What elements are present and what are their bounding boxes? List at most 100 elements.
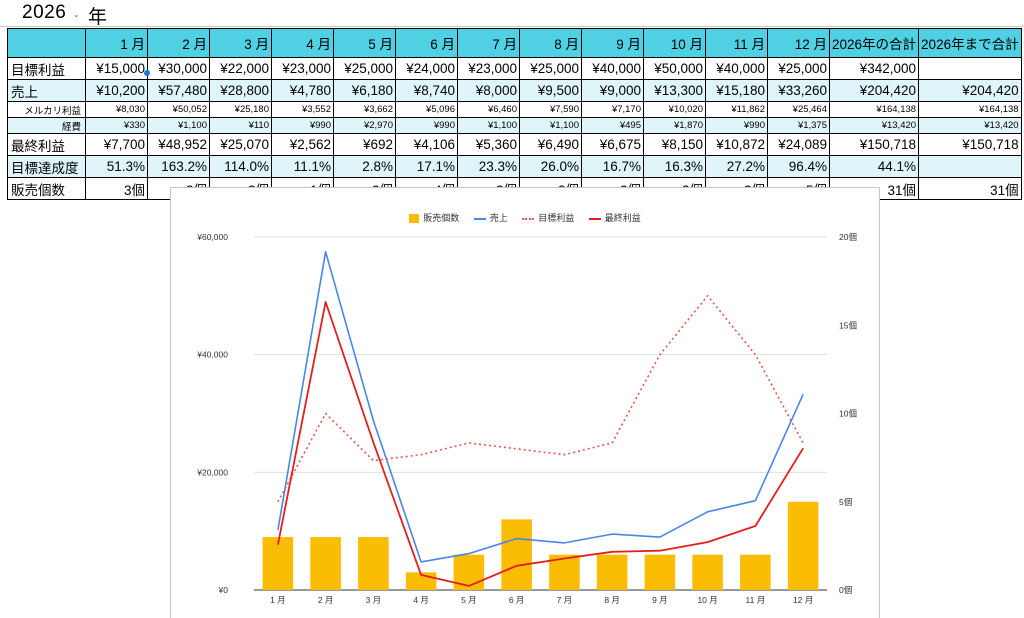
table-cell[interactable]: ¥164,138	[918, 101, 1022, 118]
table-cell[interactable]: ¥15,180	[705, 79, 768, 102]
table-cell[interactable]: ¥23,000	[457, 57, 520, 80]
table-cell[interactable]: ¥11,862	[705, 101, 768, 118]
table-cell[interactable]: ¥2,970	[333, 117, 396, 134]
table-cell[interactable]: ¥1,100	[519, 117, 582, 134]
table-cell[interactable]: ¥9,500	[519, 79, 582, 102]
table-cell[interactable]: ¥6,460	[457, 101, 520, 118]
column-header[interactable]: 8 月	[519, 28, 582, 58]
table-cell[interactable]: ¥10,872	[705, 133, 768, 156]
row-label[interactable]: 経費	[7, 117, 86, 134]
chevron-down-icon[interactable]: ⌄	[73, 10, 80, 19]
column-header[interactable]: 2026年の合計	[828, 28, 920, 58]
table-cell[interactable]: ¥150,718	[828, 133, 920, 156]
table-cell[interactable]: 96.4%	[767, 155, 830, 178]
table-cell[interactable]: 31個	[918, 177, 1022, 200]
table-cell[interactable]: ¥5,096	[395, 101, 458, 118]
table-cell[interactable]: 16.3%	[643, 155, 706, 178]
table-cell[interactable]: ¥204,420	[828, 79, 920, 102]
column-header[interactable]: 2026年まで合計	[918, 28, 1022, 58]
table-cell[interactable]: ¥25,070	[209, 133, 272, 156]
column-header[interactable]: 2 月	[147, 28, 210, 58]
table-cell[interactable]: ¥1,100	[147, 117, 210, 134]
table-cell[interactable]: ¥6,180	[333, 79, 396, 102]
table-cell[interactable]: 2.8%	[333, 155, 396, 178]
table-cell[interactable]: ¥22,000	[209, 57, 272, 80]
table-cell[interactable]: ¥25,000	[519, 57, 582, 80]
column-header[interactable]: 11 月	[705, 28, 768, 58]
table-cell[interactable]: ¥5,360	[457, 133, 520, 156]
corner-cell[interactable]	[7, 28, 86, 58]
row-label[interactable]: 最終利益	[7, 133, 86, 156]
table-cell[interactable]: ¥1,375	[767, 117, 830, 134]
table-cell[interactable]: 51.3%	[85, 155, 148, 178]
table-cell[interactable]: 3個	[85, 177, 148, 200]
table-cell[interactable]: 11.1%	[271, 155, 334, 178]
table-cell[interactable]: ¥9,000	[581, 79, 644, 102]
table-cell[interactable]: ¥25,000	[333, 57, 396, 80]
table-cell[interactable]: ¥990	[705, 117, 768, 134]
table-cell[interactable]: ¥1,870	[643, 117, 706, 134]
table-cell[interactable]: ¥33,260	[767, 79, 830, 102]
table-cell[interactable]: ¥25,464	[767, 101, 830, 118]
column-header[interactable]: 3 月	[209, 28, 272, 58]
table-cell[interactable]: ¥28,800	[209, 79, 272, 102]
column-header[interactable]: 5 月	[333, 28, 396, 58]
table-cell[interactable]: 27.2%	[705, 155, 768, 178]
row-label[interactable]: 販売個数	[7, 177, 86, 200]
column-header[interactable]: 9 月	[581, 28, 644, 58]
table-cell[interactable]: ¥495	[581, 117, 644, 134]
table-cell[interactable]	[918, 155, 1022, 178]
table-cell[interactable]: ¥30,000	[147, 57, 210, 80]
table-cell[interactable]: ¥25,180	[209, 101, 272, 118]
table-cell[interactable]: ¥4,780	[271, 79, 334, 102]
table-cell[interactable]: ¥13,420	[918, 117, 1022, 134]
table-cell[interactable]: ¥13,420	[828, 117, 920, 134]
cell-selection-handle[interactable]	[144, 70, 150, 76]
table-cell[interactable]: 26.0%	[519, 155, 582, 178]
table-cell[interactable]: 114.0%	[209, 155, 272, 178]
table-cell[interactable]: 17.1%	[395, 155, 458, 178]
row-label[interactable]: 売上	[7, 79, 86, 102]
table-cell[interactable]: ¥6,490	[519, 133, 582, 156]
table-cell[interactable]: ¥50,000	[643, 57, 706, 80]
table-cell[interactable]: ¥330	[85, 117, 148, 134]
table-cell[interactable]: ¥342,000	[828, 57, 920, 80]
column-header[interactable]: 10 月	[643, 28, 706, 58]
table-cell[interactable]: ¥692	[333, 133, 396, 156]
table-cell[interactable]: ¥7,590	[519, 101, 582, 118]
column-header[interactable]: 1 月	[85, 28, 148, 58]
year-selector[interactable]: 2026 ⌄ 年	[0, 0, 1024, 28]
table-cell[interactable]: 44.1%	[828, 155, 920, 178]
table-cell[interactable]: ¥25,000	[767, 57, 830, 80]
year-value[interactable]: 2026	[22, 2, 67, 23]
table-cell[interactable]: ¥50,052	[147, 101, 210, 118]
table-cell[interactable]: 23.3%	[457, 155, 520, 178]
sales-chart[interactable]: 販売個数 売上 目標利益 最終利益 ¥0 ¥20,000 ¥40,000 ¥60,00…	[170, 187, 880, 618]
table-cell[interactable]: ¥13,300	[643, 79, 706, 102]
column-header[interactable]: 4 月	[271, 28, 334, 58]
table-cell[interactable]: ¥164,138	[828, 101, 920, 118]
table-cell[interactable]: ¥8,150	[643, 133, 706, 156]
table-cell[interactable]: 16.7%	[581, 155, 644, 178]
row-label[interactable]: 目標利益	[7, 57, 86, 80]
table-cell[interactable]: ¥23,000	[271, 57, 334, 80]
table-cell[interactable]: ¥8,740	[395, 79, 458, 102]
table-cell[interactable]: ¥7,170	[581, 101, 644, 118]
table-cell[interactable]: ¥2,562	[271, 133, 334, 156]
table-cell[interactable]: ¥24,000	[395, 57, 458, 80]
table-cell[interactable]	[918, 57, 1022, 80]
table-cell[interactable]: ¥6,675	[581, 133, 644, 156]
row-label[interactable]: メルカリ利益	[7, 101, 86, 118]
table-cell[interactable]: ¥7,700	[85, 133, 148, 156]
table-cell[interactable]: ¥24,089	[767, 133, 830, 156]
table-cell[interactable]: ¥110	[209, 117, 272, 134]
table-cell[interactable]: ¥1,100	[457, 117, 520, 134]
table-cell[interactable]: ¥15,000	[85, 57, 148, 80]
table-cell[interactable]: ¥4,106	[395, 133, 458, 156]
column-header[interactable]: 12 月	[767, 28, 830, 58]
table-cell[interactable]: ¥10,020	[643, 101, 706, 118]
table-cell[interactable]: ¥48,952	[147, 133, 210, 156]
row-label[interactable]: 目標達成度	[7, 155, 86, 178]
column-header[interactable]: 7 月	[457, 28, 520, 58]
table-cell[interactable]: ¥8,000	[457, 79, 520, 102]
